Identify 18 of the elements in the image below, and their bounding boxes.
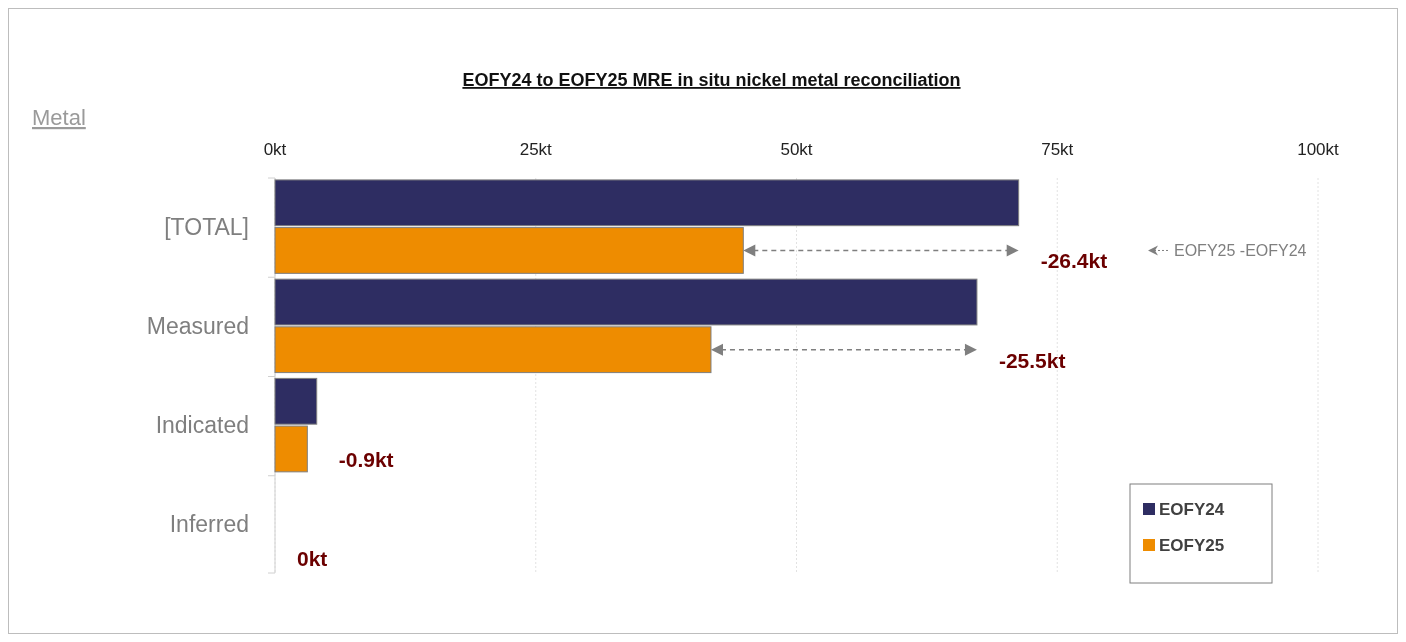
x-tick-label: 25kt: [519, 140, 553, 159]
y-tick-label: Measured: [146, 312, 249, 339]
y-tick-label: [TOTAL]: [164, 213, 249, 240]
x-tick-label: 0kt: [263, 140, 287, 159]
legend-label: EOFY25: [1159, 536, 1225, 555]
annotation: -0.9kt: [338, 447, 394, 471]
annotation: EOFY25 -EOFY24: [1174, 242, 1307, 260]
x-tick-label: 75kt: [1041, 140, 1074, 159]
y-tick-label: Indicated: [155, 412, 249, 439]
legend-label: EOFY24: [1159, 500, 1225, 519]
annotation: 0kt: [297, 547, 328, 571]
x-tick-label: 50kt: [780, 140, 813, 159]
annotation: -25.5kt: [998, 348, 1066, 372]
y-tick-label: Inferred: [169, 511, 249, 538]
annotation: -26.4kt: [1040, 249, 1108, 273]
x-tick-label: 100kt: [1297, 140, 1340, 159]
y-axis-title: Metal: [32, 105, 86, 130]
chart-title: EOFY24 to EOFY25 MRE in situ nickel metal reconciliation: [462, 70, 961, 90]
